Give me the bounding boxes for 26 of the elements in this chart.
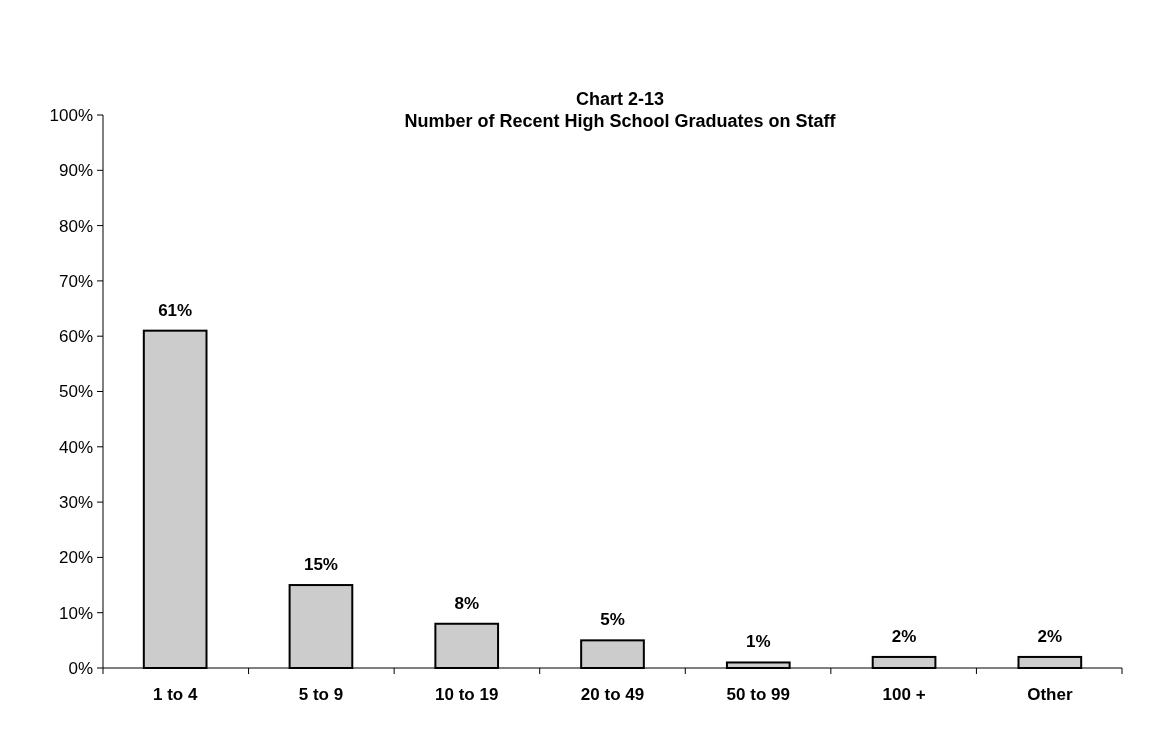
y-tick-label: 100%: [49, 105, 93, 125]
y-tick-label: 60%: [58, 327, 93, 347]
y-tick-label: 80%: [58, 216, 93, 236]
y-tick-label: 0%: [68, 658, 93, 678]
data-label: 8%: [454, 593, 480, 613]
data-label: 5%: [600, 610, 625, 630]
y-tick-label: 90%: [58, 161, 93, 181]
y-tick-label: 30%: [58, 493, 93, 513]
data-label: 15%: [303, 555, 338, 575]
x-tick-label: 1 to 4: [152, 685, 198, 704]
data-label: 2%: [1037, 626, 1063, 646]
y-tick-label: 70%: [58, 271, 93, 291]
x-tick-label: 10 to 19: [435, 685, 499, 704]
x-tick-label: 5 to 9: [298, 685, 344, 704]
x-tick-label: 100 +: [882, 685, 926, 704]
y-tick-label: 10%: [58, 603, 93, 623]
y-tick-label: 50%: [58, 382, 93, 402]
data-label: 1%: [745, 632, 771, 652]
x-tick-label: Other: [1027, 685, 1073, 704]
y-tick-label: 40%: [58, 437, 93, 457]
x-tick-label: 50 to 99: [726, 685, 790, 704]
y-tick-label: 20%: [58, 548, 93, 568]
data-label: 2%: [891, 626, 917, 646]
data-label: 61%: [158, 300, 193, 320]
chart-title: Chart 2-13 Number of Recent High School Graduates on Staff: [404, 89, 837, 131]
x-tick-label: 20 to 49: [580, 685, 645, 704]
